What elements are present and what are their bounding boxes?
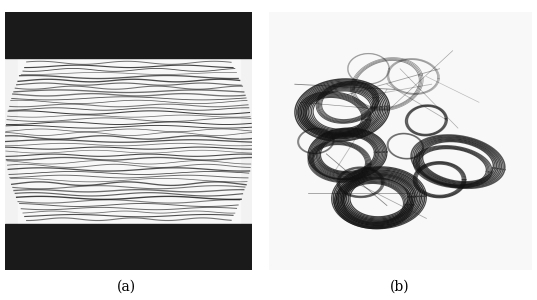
Bar (5, 224, 252, 270)
Bar (5, 58, 252, 224)
Bar (5, 12, 252, 58)
Text: (b): (b) (390, 280, 410, 294)
Text: (a): (a) (117, 280, 136, 294)
Bar (18, 58, 240, 224)
